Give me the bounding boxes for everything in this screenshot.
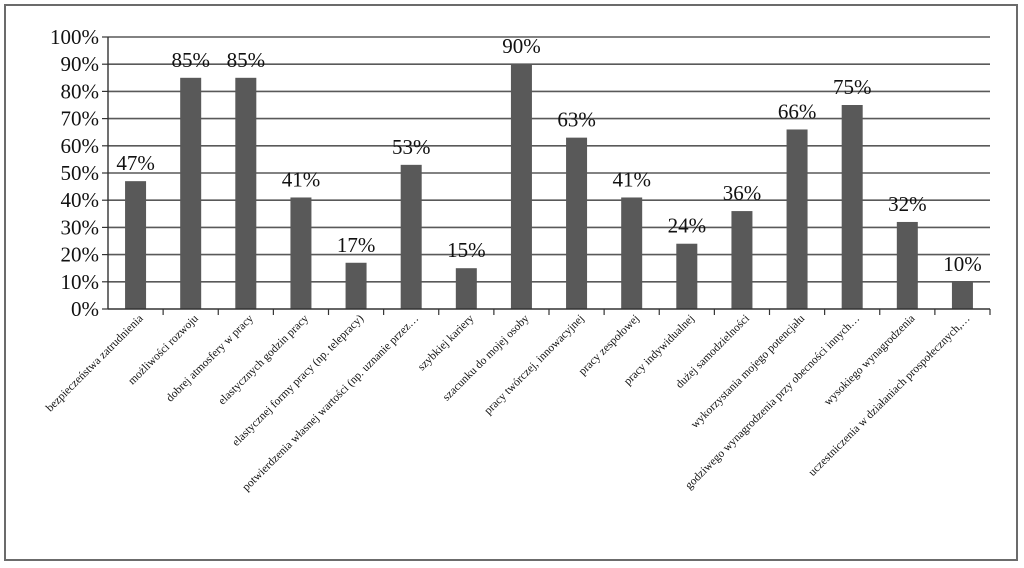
data-label: 90% <box>502 34 541 58</box>
data-label: 63% <box>557 108 596 132</box>
y-tick-label: 80% <box>61 79 100 103</box>
data-label: 47% <box>116 151 155 175</box>
y-tick-label: 20% <box>61 243 100 267</box>
data-label: 53% <box>392 135 431 159</box>
category-label: elastycznych godzin pracy <box>216 312 311 407</box>
data-labels: 47% 85% 85% 41% 17% 53% 15% 90% 63% 41% 24% 36% 66% 7… <box>116 34 981 276</box>
category-label: bezpieczeństwa zatrudnienia <box>44 313 146 415</box>
data-label: 41% <box>612 167 651 191</box>
bar <box>841 105 863 309</box>
bar <box>235 77 257 309</box>
bar <box>290 197 312 309</box>
bar <box>676 243 698 309</box>
data-label: 36% <box>723 181 762 205</box>
data-label: 75% <box>833 75 872 99</box>
data-label: 17% <box>337 233 376 257</box>
y-tick-label: 90% <box>61 52 100 76</box>
y-tick-label: 60% <box>61 134 100 158</box>
bar <box>621 197 643 309</box>
bar <box>786 129 808 309</box>
bar <box>896 221 918 309</box>
bar <box>455 268 477 309</box>
y-tick-label: 10% <box>61 270 100 294</box>
bar <box>345 262 367 309</box>
y-tick-label: 40% <box>61 188 100 212</box>
bar <box>951 281 973 309</box>
category-label: wysokiego wynagrodzenia <box>822 313 917 408</box>
y-tick-label: 50% <box>61 161 100 185</box>
bar <box>400 164 422 309</box>
bar <box>125 181 147 309</box>
y-tick-label: 0% <box>71 297 99 321</box>
data-label: 15% <box>447 238 486 262</box>
category-label: pracy twórczej, innowacyjnej <box>482 313 586 417</box>
bar <box>180 77 202 309</box>
bar <box>510 64 532 309</box>
data-label: 66% <box>778 99 817 123</box>
y-tick-labels: 0% 10% 20% 30% 40% 50% 60% 70% 80% 90% 100% <box>50 25 99 321</box>
category-label: szybkiej kariery <box>416 312 477 373</box>
data-label: 41% <box>282 167 321 191</box>
bar <box>566 137 588 309</box>
bar <box>731 211 753 309</box>
data-label: 32% <box>888 192 927 216</box>
category-label: wykorzystania mojego potencjału <box>689 312 807 430</box>
bars <box>125 64 973 309</box>
y-tick-label: 100% <box>50 25 99 49</box>
data-label: 24% <box>668 214 707 238</box>
y-tick-label: 30% <box>61 215 100 239</box>
axes <box>102 36 991 315</box>
data-label: 10% <box>943 252 982 276</box>
data-label: 85% <box>171 48 210 72</box>
y-tick-label: 70% <box>61 107 100 131</box>
data-label: 85% <box>227 48 266 72</box>
